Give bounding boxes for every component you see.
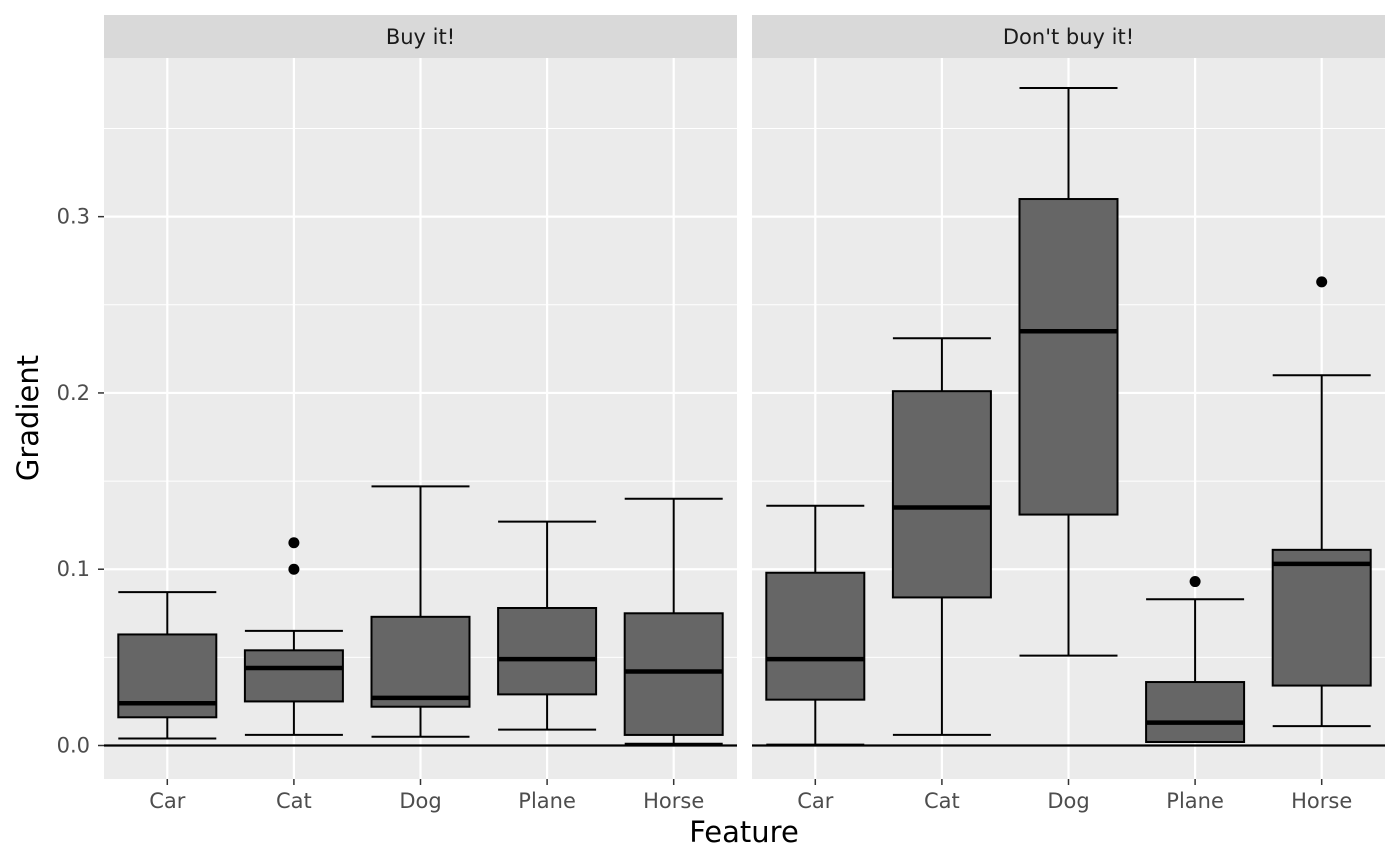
x-axis-title: Feature <box>689 815 799 849</box>
outlier-point <box>1316 276 1328 288</box>
box-car <box>117 591 218 740</box>
x-tick-label: Cat <box>276 789 312 813</box>
box-iqr <box>1018 198 1119 516</box>
y-tick-label: 0.2 <box>57 381 90 405</box>
facet-title: Buy it! <box>386 25 455 49</box>
outlier-point <box>288 537 300 549</box>
outlier-point <box>1189 576 1201 588</box>
box-iqr <box>1271 548 1372 687</box>
outlier-point <box>288 563 300 575</box>
box-plane <box>1145 576 1246 743</box>
facet-strip <box>752 15 1385 58</box>
box-horse <box>1271 276 1372 728</box>
facet-panel: Don't buy it! Car Cat Dog Plane Horse <box>752 15 1385 813</box>
box-dog <box>370 485 471 738</box>
x-tick-label: Car <box>797 789 834 813</box>
facet-title: Don't buy it! <box>1003 25 1134 49</box>
box-iqr <box>370 615 471 708</box>
box-iqr <box>891 390 992 599</box>
x-tick-label: Plane <box>1166 789 1224 813</box>
box-iqr <box>765 571 866 701</box>
y-tick-label: 0.1 <box>57 557 90 581</box>
box-cat <box>243 537 344 736</box>
y-axis-title: Gradient <box>11 355 45 481</box>
box-iqr <box>1145 681 1246 743</box>
box-iqr <box>243 649 344 703</box>
y-axis: 0.0 0.1 0.2 0.3 <box>57 205 104 758</box>
facet-strip <box>104 15 737 58</box>
x-tick-label: Horse <box>643 789 704 813</box>
x-tick-label: Cat <box>924 789 960 813</box>
y-tick-label: 0.0 <box>57 734 90 758</box>
facet-panel: Buy it! Car Cat Dog Plane Horse <box>104 15 737 813</box>
x-tick-label: Horse <box>1291 789 1352 813</box>
x-tick-label: Dog <box>1047 789 1089 813</box>
x-tick-label: Plane <box>518 789 576 813</box>
box-dog <box>1018 86 1119 657</box>
box-iqr <box>497 607 598 696</box>
y-tick-label: 0.3 <box>57 205 90 229</box>
box-car <box>765 504 866 746</box>
x-tick-label: Dog <box>399 789 441 813</box>
box-horse <box>623 497 724 745</box>
box-cat <box>891 337 992 736</box>
panels-layer: Buy it! Car Cat Dog Plane Horse Don't buy it! C… <box>104 15 1385 813</box>
x-tick-label: Car <box>149 789 186 813</box>
box-plane <box>497 520 598 731</box>
box-iqr <box>623 612 724 736</box>
